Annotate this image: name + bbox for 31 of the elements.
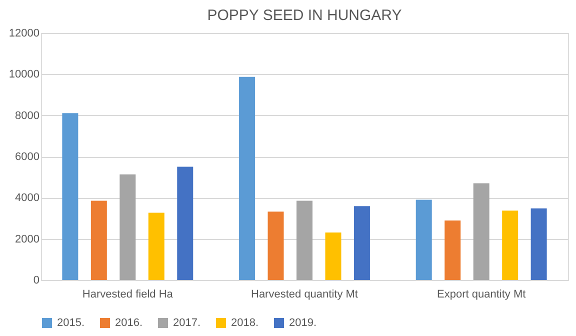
bar <box>325 232 342 280</box>
bar <box>148 212 164 280</box>
bar <box>354 206 370 280</box>
bar <box>444 220 461 280</box>
x-tick-label: Harvested quantity Mt <box>251 288 358 300</box>
y-tick-label: 10000 <box>8 68 40 81</box>
bar <box>62 113 78 280</box>
bar <box>239 76 256 280</box>
y-tick-label: 0 <box>33 274 40 286</box>
y-tick-label: 8000 <box>15 110 40 122</box>
legend-label: 2017. <box>173 317 201 329</box>
bar <box>473 183 490 280</box>
x-tick-label: Harvested field Ha <box>82 288 174 300</box>
bar <box>90 200 107 280</box>
bar <box>120 174 136 280</box>
x-tick-label: Export quantity Mt <box>437 288 526 300</box>
bar <box>268 212 284 280</box>
legend-label: 2018. <box>231 317 259 329</box>
y-tick-label: 4000 <box>15 192 40 204</box>
y-tick-label: 6000 <box>15 151 40 163</box>
legend-label: 2016. <box>115 317 143 329</box>
chart-title: POPPY SEED IN HUNGARY <box>207 7 402 24</box>
bar <box>177 166 194 280</box>
bar <box>416 200 432 280</box>
y-tick-label: 12000 <box>8 28 40 40</box>
legend-label: 2019. <box>289 317 317 329</box>
bar <box>530 208 547 280</box>
bar <box>502 210 518 280</box>
y-tick-label: 2000 <box>15 233 40 246</box>
bar <box>296 200 312 280</box>
legend-label: 2015. <box>57 317 85 329</box>
